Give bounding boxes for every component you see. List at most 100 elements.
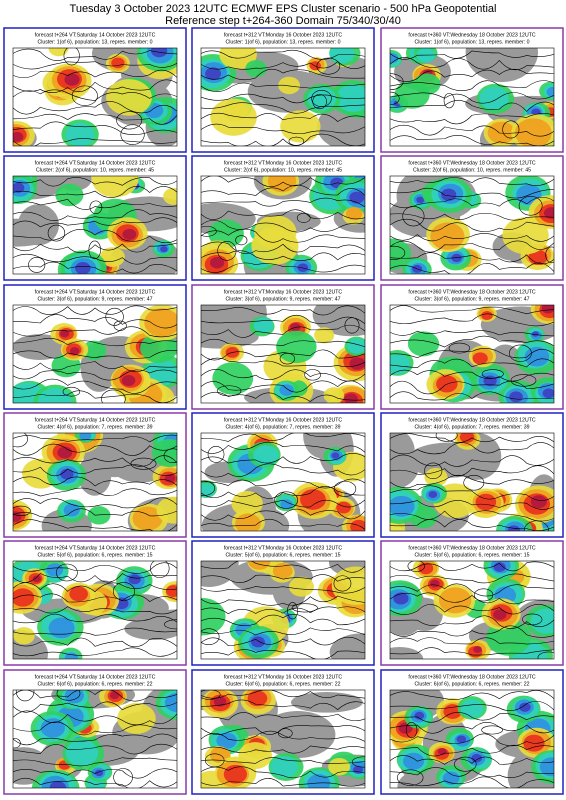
contour [13, 721, 177, 736]
contour-closed [13, 738, 21, 749]
contour [201, 561, 365, 573]
contour [390, 454, 554, 467]
contour [201, 82, 365, 92]
anomaly [493, 609, 507, 620]
panel: forecast t+360 VT:Wednesday 18 October 2… [380, 412, 564, 538]
contour [13, 476, 177, 487]
map [13, 305, 177, 403]
contour [390, 561, 554, 572]
map [201, 305, 365, 403]
contour-closed [448, 342, 471, 354]
anomaly [100, 247, 125, 267]
anomaly [111, 57, 125, 69]
anomaly [46, 563, 64, 577]
panel-cluster: Cluster: 2(of 6), population: 10, repres… [224, 167, 342, 173]
panel: forecast t+360 VT:Wednesday 18 October 2… [380, 155, 564, 281]
panel: forecast t+312 VT:Monday 16 October 2023… [191, 155, 375, 281]
map [390, 690, 554, 788]
contour [13, 198, 177, 210]
land [260, 710, 336, 759]
contour [201, 123, 365, 135]
contour [201, 499, 365, 508]
anomaly [393, 592, 409, 605]
map-frame [200, 689, 366, 789]
contour [390, 212, 554, 221]
contour-closed [518, 196, 543, 216]
contour [390, 347, 554, 359]
contour [13, 48, 177, 61]
contour [390, 647, 554, 656]
contour [201, 184, 365, 196]
contour-closed [204, 753, 225, 768]
panel-forecast: forecast t+312 VT:Monday 16 October 2023… [224, 160, 343, 166]
map-frame [12, 175, 178, 275]
anomaly [231, 491, 263, 517]
contour [201, 391, 365, 402]
anomaly [530, 495, 547, 509]
anomaly [235, 513, 261, 531]
anomaly [132, 506, 163, 531]
contour [390, 177, 554, 186]
anomaly [349, 357, 365, 370]
anomaly [542, 388, 554, 399]
anomaly [288, 576, 314, 597]
contour-closed [201, 480, 216, 496]
panel-cluster: Cluster: 2(of 6), population: 10, repres… [413, 167, 531, 173]
contour [201, 369, 365, 382]
contour [13, 314, 177, 329]
contour-closed [405, 722, 418, 739]
contour-closed [481, 725, 503, 735]
contour-closed [523, 520, 549, 531]
anomaly [151, 48, 168, 58]
anomaly [253, 317, 274, 334]
panel-cluster: Cluster: 4(of 6), population: 7, repres.… [225, 424, 340, 430]
anomaly [403, 752, 425, 770]
anomaly [390, 495, 415, 517]
contour [390, 700, 554, 712]
anomaly [473, 645, 482, 653]
map [13, 690, 177, 788]
contour [201, 102, 365, 114]
contour [390, 313, 554, 327]
panel-forecast: forecast t+264 VT:Saturday 14 October 20… [35, 545, 156, 551]
anomaly [65, 739, 99, 766]
contour [201, 463, 365, 478]
contour [201, 133, 365, 146]
contour-closed [287, 602, 298, 620]
panel: forecast t+264 VT:Saturday 14 October 20… [3, 669, 187, 795]
anomaly [280, 499, 293, 510]
panel: forecast t+312 VT:Monday 16 October 2023… [191, 669, 375, 795]
contour [390, 712, 554, 723]
contour [13, 733, 177, 746]
contour [390, 583, 554, 597]
map [390, 305, 554, 403]
panel: forecast t+264 VT:Saturday 14 October 20… [3, 155, 187, 281]
land [291, 692, 363, 713]
contour [13, 361, 177, 373]
contour [390, 573, 554, 584]
anomaly [13, 627, 35, 645]
map-frame [200, 304, 366, 404]
map [390, 48, 554, 146]
contour-closed [13, 433, 28, 448]
contour-closed [508, 344, 532, 362]
contour [390, 358, 554, 368]
anomaly [160, 246, 168, 253]
contour-closed [304, 369, 321, 381]
contour-closed [62, 386, 81, 397]
anomaly [349, 191, 365, 204]
anomaly [472, 352, 488, 365]
contour [201, 453, 365, 464]
contour-closed [463, 475, 485, 491]
contour-closed [344, 317, 360, 334]
anomaly [345, 206, 363, 221]
contour-closed [13, 505, 31, 517]
anomaly [475, 493, 497, 511]
contour [390, 519, 554, 531]
contour-closed [279, 352, 295, 365]
anomaly [64, 73, 80, 86]
contour [390, 474, 554, 489]
contour [13, 253, 177, 265]
contour-closed [216, 385, 242, 397]
map-frame [12, 304, 178, 404]
